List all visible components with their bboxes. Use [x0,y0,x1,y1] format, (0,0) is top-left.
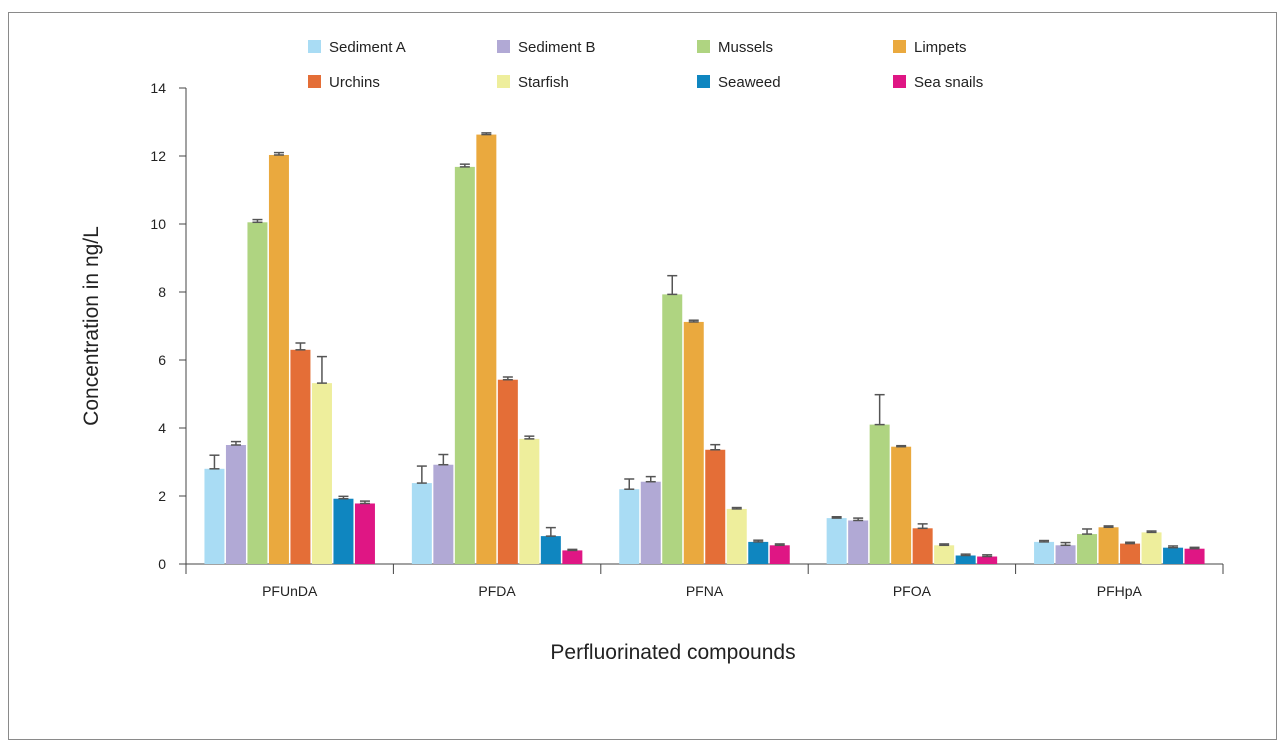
x-tick-label: PFNA [686,583,724,599]
y-axis: 0 2 4 6 8 10 12 14 [150,80,187,572]
y-tick-label: 10 [150,216,166,232]
x-tick-label: PFHpA [1097,583,1143,599]
y-tick-label: 0 [158,556,166,572]
bar [705,449,726,564]
y-tick-label: 14 [150,80,166,96]
bar [311,383,332,564]
bar [662,294,683,564]
bar [619,489,640,564]
x-tick-label: PFOA [893,583,932,599]
bar [268,154,289,565]
bar [683,321,704,564]
legend: Sediment A Sediment B Mussels Limpets Urchin… [308,39,983,91]
y-axis-title: Concentration in ng/L [80,226,103,426]
bar [726,508,747,564]
y-tick-label: 6 [158,352,166,368]
legend-swatch [497,75,510,88]
y-tick-label: 4 [158,420,166,436]
bar [333,498,354,564]
bar [955,555,976,564]
bar [411,483,432,564]
x-axis: PFUnDA PFDA PFNA PFOA PFHpA [185,563,1224,599]
bar [891,446,912,564]
legend-label: Sediment A [329,39,406,56]
legend-swatch [893,75,906,88]
bar [848,520,869,564]
bar [433,464,454,564]
bar [934,545,955,564]
bar [540,536,561,564]
legend-swatch [497,40,510,53]
bar [225,445,246,564]
bar [640,481,661,564]
bar [1077,534,1098,564]
bar [247,222,268,565]
bar [1034,541,1055,564]
legend-label: Starfish [518,74,569,91]
legend-label: Limpets [914,39,967,56]
bar [1120,543,1141,564]
bars [204,134,1205,565]
bar [204,468,225,564]
bar [977,556,998,564]
bar [354,503,375,564]
bar [519,438,540,564]
legend-label: Sea snails [914,74,983,91]
y-tick-label: 2 [158,488,166,504]
bar [769,545,790,564]
y-tick-label: 12 [150,148,166,164]
y-tick-label: 8 [158,284,166,300]
legend-label: Mussels [718,39,773,56]
bar [454,166,475,564]
bar [1184,548,1205,564]
error-bars [209,132,1200,558]
legend-label: Seaweed [718,74,781,91]
legend-swatch [893,40,906,53]
legend-swatch [697,40,710,53]
bar [748,541,769,564]
legend-label: Urchins [329,74,380,91]
bar [290,349,311,564]
x-axis-title: Perfluorinated compounds [550,641,795,664]
bar [912,528,933,564]
legend-swatch [308,75,321,88]
bar [1163,547,1184,564]
bar [826,518,847,564]
bar [1055,545,1076,564]
bar [1141,532,1162,564]
bar [476,134,497,564]
bar [562,550,583,564]
legend-swatch [697,75,710,88]
legend-swatch [308,40,321,53]
bar [497,379,518,564]
bar [1098,527,1119,564]
x-tick-label: PFUnDA [262,583,318,599]
legend-label: Sediment B [518,39,596,56]
bar [869,424,890,564]
x-tick-label: PFDA [478,583,516,599]
